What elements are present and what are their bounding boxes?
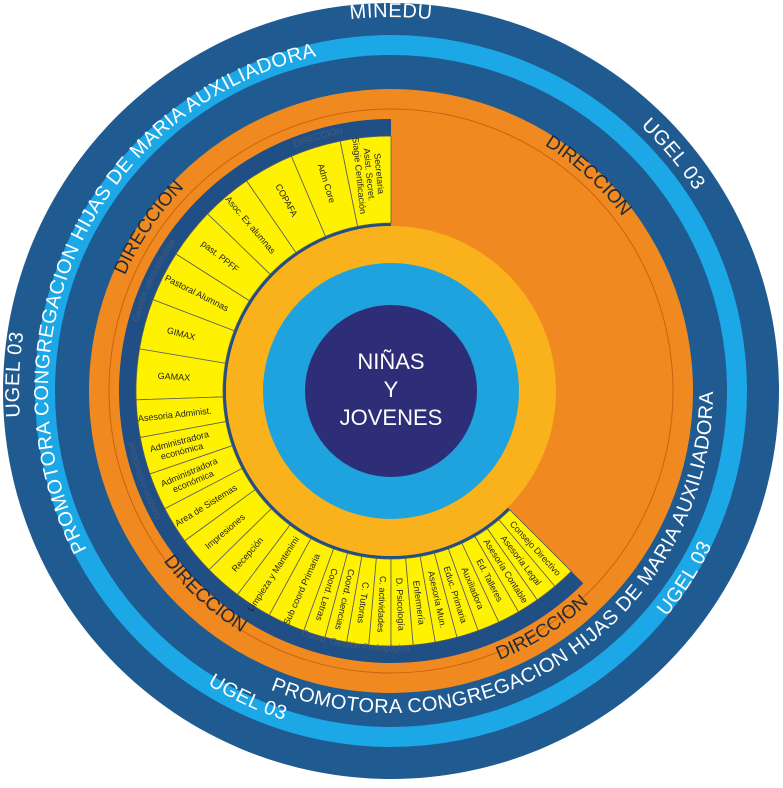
bottom-sector (346, 555, 377, 646)
bottom-sector (324, 552, 363, 643)
left-sector (236, 524, 312, 616)
bottom-sector (419, 552, 458, 643)
bottom-sector (303, 548, 349, 638)
left-sector (208, 508, 291, 596)
left-sector (184, 489, 272, 571)
left-sector (135, 396, 227, 438)
top-sector (290, 140, 358, 237)
ugel-left-label: UGEL 03 (2, 330, 29, 418)
bottom-sector (405, 555, 436, 646)
left-sector (164, 468, 256, 542)
center-circle (305, 305, 477, 477)
center-line2: Y (384, 377, 399, 402)
top-sector (135, 348, 226, 401)
left-sector (149, 445, 243, 510)
bottom-sector (486, 519, 556, 601)
bottom-sector (474, 528, 538, 613)
top-sector (246, 155, 326, 254)
top-label: GAMAX (157, 371, 190, 383)
top-sector (152, 253, 250, 332)
top-sector (339, 135, 392, 227)
center-line3: JOVENES (340, 405, 443, 430)
center-group: NIÑAS Y JOVENES (226, 226, 556, 556)
ring-orange-rule (108, 108, 674, 674)
left-sector (268, 538, 335, 632)
bottom-sector (390, 557, 414, 647)
minedu-label: MINEDU (349, 0, 434, 24)
bottom-sector (461, 535, 520, 623)
center-line1: NIÑAS (357, 349, 424, 374)
bottom-label: D. Psicología (394, 578, 406, 631)
top-sector (207, 180, 297, 275)
bottom-sector (433, 548, 479, 638)
bottom-sector (368, 557, 392, 647)
sector-layer: SecretariaAsist. Secret.Siagie Certifica… (119, 119, 584, 663)
top-sector (139, 299, 235, 364)
left-sector (139, 421, 233, 475)
top-sector (175, 213, 271, 302)
bottom-sector (498, 509, 572, 587)
bottom-sector (447, 542, 500, 632)
bottom-label: C. actividades (375, 576, 387, 633)
